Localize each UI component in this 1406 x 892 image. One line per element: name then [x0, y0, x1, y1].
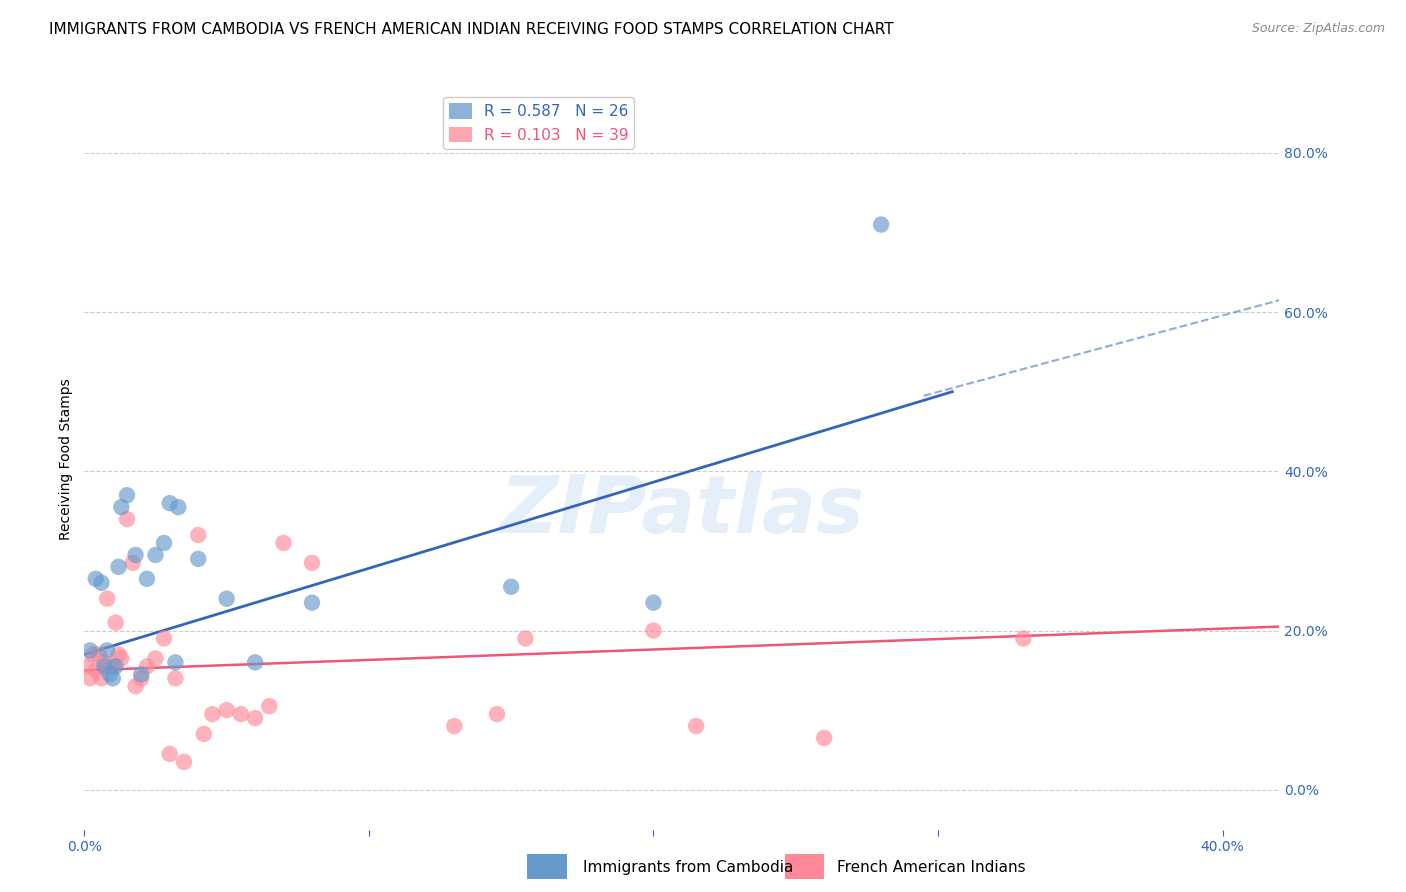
Point: [115, 512, 138, 526]
Point: [501, 580, 523, 594]
Point: [215, 591, 238, 606]
Point: [187, 552, 209, 566]
Point: [229, 707, 252, 722]
Point: [136, 572, 159, 586]
Point: [84, 664, 107, 678]
Point: [301, 596, 323, 610]
Point: [121, 556, 143, 570]
Point: [124, 679, 146, 693]
Point: [301, 556, 323, 570]
Point: [79, 671, 101, 685]
Point: [159, 496, 181, 510]
Text: Immigrants from Cambodia: Immigrants from Cambodia: [583, 860, 794, 874]
Point: [129, 671, 152, 685]
Point: [110, 651, 132, 665]
Point: [93, 659, 115, 673]
Legend: R = 0.587   N = 26, R = 0.103   N = 39: R = 0.587 N = 26, R = 0.103 N = 39: [443, 97, 634, 149]
Point: [107, 559, 129, 574]
Point: [685, 719, 707, 733]
Point: [98, 667, 121, 681]
Point: [153, 536, 176, 550]
Point: [104, 659, 127, 673]
Point: [124, 548, 146, 562]
Point: [215, 703, 238, 717]
Point: [98, 659, 121, 673]
Text: IMMIGRANTS FROM CAMBODIA VS FRENCH AMERICAN INDIAN RECEIVING FOOD STAMPS CORRELA: IMMIGRANTS FROM CAMBODIA VS FRENCH AMERI…: [49, 22, 894, 37]
Point: [187, 528, 209, 542]
Point: [79, 643, 101, 657]
Point: [515, 632, 537, 646]
Point: [90, 671, 112, 685]
Point: [101, 659, 124, 673]
Point: [90, 575, 112, 590]
Point: [136, 659, 159, 673]
Text: French American Indians: French American Indians: [837, 860, 1025, 874]
Point: [243, 656, 266, 670]
Point: [201, 707, 224, 722]
Point: [104, 615, 127, 630]
Point: [243, 711, 266, 725]
Point: [870, 218, 893, 232]
Point: [193, 727, 215, 741]
Point: [643, 596, 665, 610]
Point: [110, 500, 132, 515]
Point: [129, 667, 152, 681]
Point: [273, 536, 295, 550]
Point: [153, 632, 176, 646]
Point: [485, 707, 508, 722]
Point: [165, 656, 187, 670]
Point: [165, 671, 187, 685]
Point: [76, 659, 98, 673]
Point: [643, 624, 665, 638]
Text: Source: ZipAtlas.com: Source: ZipAtlas.com: [1251, 22, 1385, 36]
Point: [145, 548, 167, 562]
Point: [259, 699, 281, 714]
Point: [96, 643, 118, 657]
Point: [82, 648, 104, 662]
Point: [84, 572, 107, 586]
Point: [145, 651, 167, 665]
Point: [813, 731, 835, 745]
Point: [107, 648, 129, 662]
Point: [159, 747, 181, 761]
Point: [96, 591, 118, 606]
Point: [115, 488, 138, 502]
Point: [87, 648, 110, 662]
Text: ZIPatlas: ZIPatlas: [499, 472, 865, 550]
Point: [173, 755, 195, 769]
Y-axis label: Receiving Food Stamps: Receiving Food Stamps: [59, 378, 73, 541]
Point: [93, 656, 115, 670]
Point: [167, 500, 190, 515]
Point: [1012, 632, 1035, 646]
Point: [443, 719, 465, 733]
Point: [101, 671, 124, 685]
